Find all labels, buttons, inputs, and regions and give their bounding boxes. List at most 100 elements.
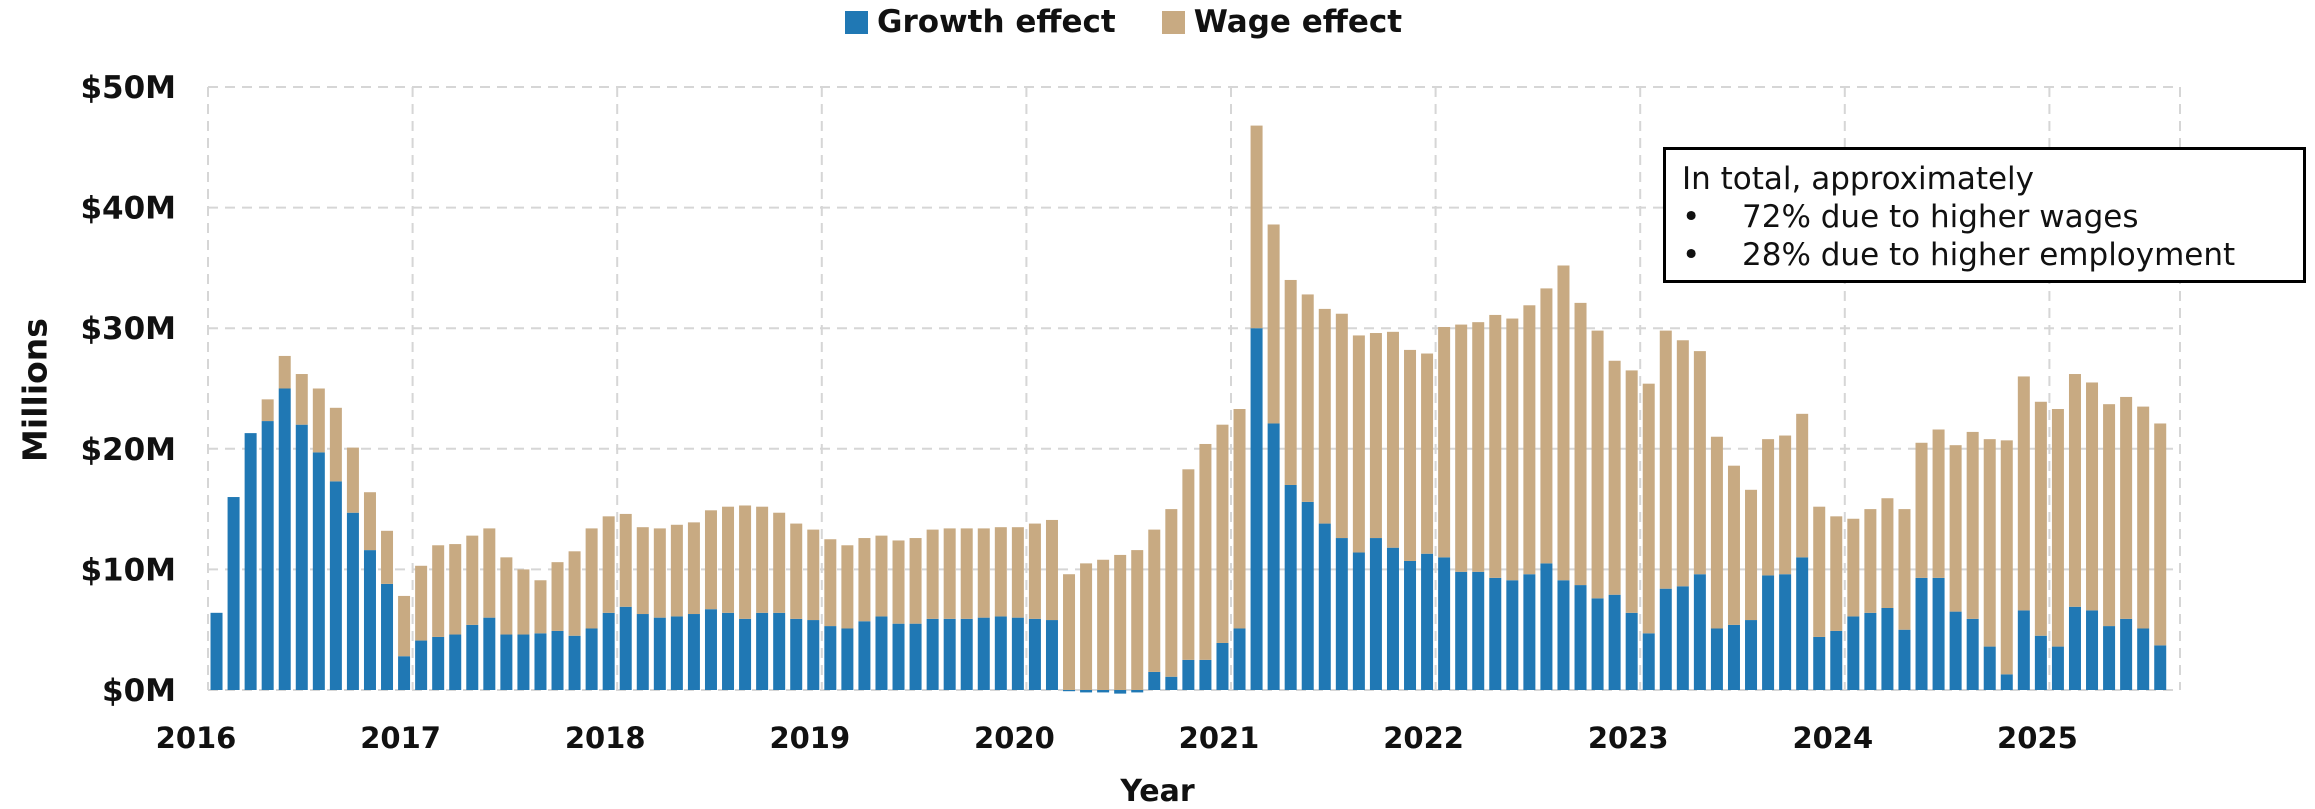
bar-wage-effect <box>1557 265 1570 581</box>
bar-growth-effect <box>1284 484 1297 690</box>
y-tick-label: $50M <box>80 70 176 106</box>
x-tick-label: 2022 <box>1383 721 1464 755</box>
bar-wage-effect <box>1284 279 1297 485</box>
bar-growth-effect <box>1813 636 1826 690</box>
bar-growth-effect <box>1182 659 1195 690</box>
bar-growth-effect <box>1404 560 1417 690</box>
bar-wage-effect <box>1745 489 1758 621</box>
bar-growth-effect <box>1693 574 1706 690</box>
bar-wage-effect <box>346 447 359 513</box>
bar-growth-effect <box>977 617 990 690</box>
bar-growth-effect <box>2137 628 2150 690</box>
bar-growth-effect <box>2103 626 2116 690</box>
bar-wage-effect <box>977 528 990 618</box>
y-tick-label: $20M <box>80 432 176 468</box>
bar-wage-effect <box>1335 313 1348 539</box>
annotation-item-text: 28% due to higher employment <box>1742 237 2236 273</box>
bars <box>210 125 2167 694</box>
legend-label-wage: Wage effect <box>1193 4 1403 40</box>
bar-growth-effect <box>1523 574 1536 690</box>
bar-growth-effect <box>227 497 240 690</box>
bar-growth-effect <box>824 626 837 690</box>
bar-growth-effect <box>722 612 735 690</box>
bar-growth-effect <box>1762 575 1775 690</box>
bar-growth-effect <box>1421 553 1434 690</box>
bar-wage-effect <box>1625 370 1638 613</box>
bar-wage-effect <box>1659 330 1672 589</box>
bar-wage-effect <box>329 407 342 482</box>
bar-wage-effect <box>1727 465 1740 625</box>
bar-wage-effect <box>534 580 547 634</box>
x-tick-label: 2017 <box>360 721 441 755</box>
bar-growth-effect <box>670 616 683 690</box>
bar-wage-effect <box>1591 330 1604 599</box>
bar-growth-effect <box>1745 620 1758 690</box>
bar-wage-effect <box>1165 509 1178 677</box>
bar-wage-effect <box>295 374 308 425</box>
bar-wage-effect <box>824 539 837 627</box>
bar-growth-effect <box>261 421 274 690</box>
bar-growth-effect <box>1898 629 1911 690</box>
bar-wage-effect <box>2068 374 2081 607</box>
bar-growth-effect <box>363 550 376 690</box>
bar-growth-effect <box>2068 606 2081 690</box>
x-tick-label: 2016 <box>156 721 237 755</box>
bar-growth-effect <box>1386 547 1399 690</box>
bar-growth-effect <box>210 612 223 690</box>
bar-wage-effect <box>756 506 769 613</box>
bar-growth-effect <box>1011 617 1024 690</box>
bar-growth-effect <box>875 616 888 690</box>
bar-growth-effect <box>1830 630 1843 690</box>
bar-growth-effect <box>449 634 462 690</box>
bar-growth-effect <box>1472 571 1485 690</box>
bar-wage-effect <box>1148 529 1161 672</box>
bar-growth-effect <box>1028 618 1041 690</box>
bar-wage-effect <box>2154 423 2167 646</box>
y-tick-label: $10M <box>80 552 176 588</box>
bar-wage-effect <box>551 562 564 631</box>
x-axis-title: Year <box>1120 774 1195 809</box>
bar-wage-effect <box>1710 436 1723 629</box>
bar-wage-effect <box>1898 509 1911 630</box>
bar-wage-effect <box>790 523 803 619</box>
bar-growth-effect <box>807 620 820 690</box>
bar-growth-effect <box>653 617 666 690</box>
bar-growth-effect <box>943 618 956 690</box>
bar-growth-effect <box>1983 646 1996 690</box>
bar-growth-effect <box>329 481 342 690</box>
x-tick-label: 2019 <box>769 721 850 755</box>
bar-wage-effect <box>841 545 854 629</box>
bar-wage-effect <box>278 355 291 389</box>
bar-growth-effect <box>756 612 769 690</box>
bar-growth-effect <box>1267 423 1280 690</box>
bar-wage-effect <box>1506 318 1519 581</box>
bar-wage-effect <box>619 513 632 607</box>
legend-item-wage: Wage effect <box>1161 4 1403 40</box>
bar-growth-effect <box>1591 598 1604 690</box>
bar-growth-effect <box>1250 328 1263 690</box>
bar-wage-effect <box>670 524 683 617</box>
bar-growth-effect <box>1097 690 1110 693</box>
bar-growth-effect <box>398 656 411 690</box>
bar-growth-effect <box>278 388 291 690</box>
bar-growth-effect <box>2000 674 2013 690</box>
bar-growth-effect <box>1608 594 1621 690</box>
bar-growth-effect <box>909 623 922 690</box>
bar-wage-effect <box>1693 351 1706 575</box>
bar-growth-effect <box>960 618 973 690</box>
y-tick-label: $0M <box>102 673 176 709</box>
bar-growth-effect <box>1881 607 1894 690</box>
bar-growth-effect <box>790 618 803 690</box>
bar-wage-effect <box>312 388 325 453</box>
bar-growth-effect <box>2034 635 2047 690</box>
bar-wage-effect <box>2051 409 2064 647</box>
bar-growth-effect <box>1949 611 1962 690</box>
bar-wage-effect <box>892 540 905 624</box>
x-tick-label: 2023 <box>1588 721 1669 755</box>
bar-wage-effect <box>585 528 598 629</box>
bar-wage-effect <box>1523 305 1536 575</box>
bar-growth-effect <box>619 606 632 690</box>
bar-wage-effect <box>1352 335 1365 553</box>
x-tick-label: 2020 <box>974 721 1055 755</box>
bar-wage-effect <box>1045 519 1058 621</box>
